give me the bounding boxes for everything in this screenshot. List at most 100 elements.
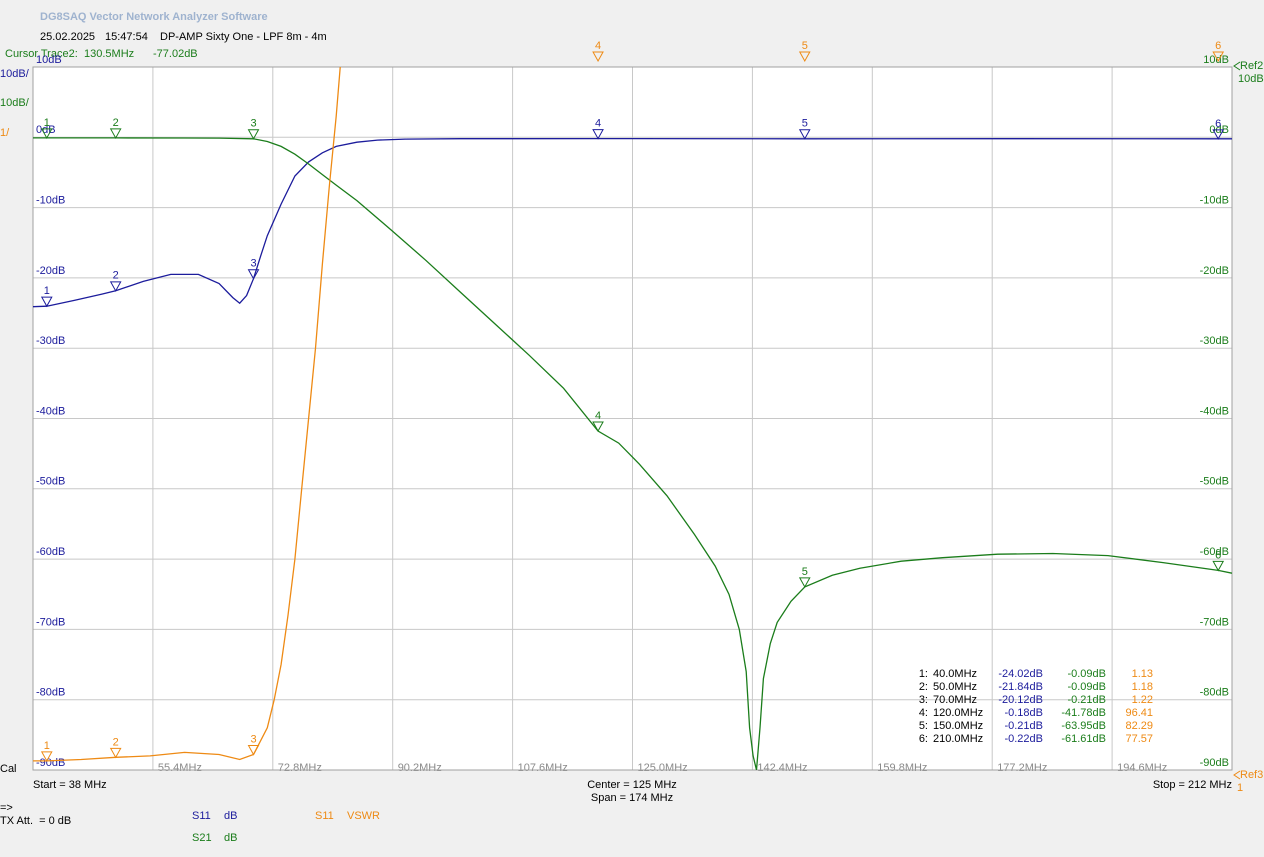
y-tick-label: -90dB: [36, 757, 65, 769]
y-tick-label: -70dB: [36, 616, 65, 628]
marker-vswr: 1.18: [1132, 681, 1153, 693]
marker-triangle: [1212, 129, 1225, 140]
marker-label: 4: [595, 410, 601, 422]
x-tick-label: 194.6MHz: [1117, 762, 1167, 774]
y-tick-label-right: -20dB: [1200, 265, 1229, 277]
marker-s21: -0.09dB: [1067, 668, 1106, 680]
marker-vswr: 96.41: [1125, 707, 1153, 719]
subject: DP-AMP Sixty One - LPF 8m - 4m: [160, 31, 327, 43]
marker-freq: 70.0MHz: [933, 694, 977, 706]
marker-freq: 150.0MHz: [933, 720, 983, 732]
marker-triangle: [1212, 560, 1225, 572]
marker-triangle: [40, 128, 53, 139]
marker-label: 2: [113, 736, 119, 748]
marker-triangle: [247, 129, 260, 140]
marker-label: 6: [1215, 40, 1221, 52]
marker-s11: -24.02dB: [998, 668, 1043, 680]
y-tick-label-right: -60dB: [1200, 546, 1229, 558]
marker-triangle: [247, 269, 260, 280]
legend-unit: VSWR: [347, 810, 380, 822]
y-tick-label-right: -50dB: [1200, 476, 1229, 488]
marker-vswr: 1.22: [1132, 694, 1153, 706]
ref3-value: 1: [1237, 782, 1243, 794]
marker-s11: -21.84dB: [998, 681, 1043, 693]
marker-label: 4: [595, 117, 601, 129]
marker-triangle: [592, 129, 604, 140]
center: Center = 125 MHz: [587, 779, 677, 791]
x-tick-label: 125.0MHz: [638, 762, 688, 774]
marker-triangle: [109, 281, 122, 292]
marker-row-label: 2:: [919, 681, 928, 693]
date: 25.02.2025: [40, 31, 95, 43]
marker-s21: -0.21dB: [1067, 694, 1106, 706]
marker-s21: -63.95dB: [1061, 720, 1106, 732]
x-tick-label: 142.4MHz: [757, 762, 807, 774]
marker-s21: -41.78dB: [1061, 707, 1106, 719]
marker-label: 5: [802, 118, 808, 130]
marker-label: 1: [44, 285, 50, 297]
time: 15:47:54: [105, 31, 148, 43]
marker-freq: 120.0MHz: [933, 707, 983, 719]
arrow: =>: [0, 802, 13, 814]
marker-label: 3: [250, 258, 256, 270]
plot-border: [32, 66, 1233, 771]
marker-freq: 40.0MHz: [933, 668, 977, 680]
x-tick-label: 107.6MHz: [518, 762, 568, 774]
marker-triangle: [1212, 51, 1225, 63]
marker-triangle: [592, 51, 604, 63]
legend-unit: dB: [224, 832, 237, 844]
x-tick-label: 55.4MHz: [158, 762, 202, 774]
ref3: Ref3: [1240, 769, 1263, 781]
marker-row-label: 5:: [919, 720, 928, 732]
cursor-label: Cursor Trace2:: [5, 48, 78, 60]
ref2-scale: 10dB: [1238, 73, 1264, 85]
legend-name: S21: [192, 832, 212, 844]
marker-triangle: [592, 421, 604, 433]
y-tick-label: -80dB: [36, 687, 65, 699]
marker-s11: -0.18dB: [1004, 707, 1043, 719]
x-tick-label: 90.2MHz: [398, 762, 442, 774]
marker-freq: 210.0MHz: [933, 733, 983, 745]
app-title: DG8SAQ Vector Network Analyzer Software: [40, 11, 268, 23]
y-tick-label: -40dB: [36, 405, 65, 417]
s21-scale: 10dB/: [0, 97, 30, 109]
marker-s21: -61.61dB: [1061, 733, 1106, 745]
y-tick-label: -30dB: [36, 335, 65, 347]
span: Span = 174 MHz: [591, 792, 673, 804]
marker-label: 3: [250, 118, 256, 130]
marker-s21: -0.09dB: [1067, 681, 1106, 693]
cal: Cal: [0, 763, 17, 775]
x-tick-label: 177.2MHz: [997, 762, 1047, 774]
marker-vswr: 82.29: [1125, 720, 1153, 732]
s11-scale: 10dB/: [0, 68, 30, 80]
ref2: Ref2: [1240, 60, 1263, 72]
marker-row-label: 1:: [919, 668, 928, 680]
marker-label: 1: [44, 117, 50, 129]
y-tick-label: 0dB: [36, 124, 56, 136]
marker-table: [910, 664, 1202, 748]
y-tick-label-right: 10dB: [1203, 54, 1229, 66]
y-tick-label-right: -40dB: [1200, 405, 1229, 417]
marker-vswr: 1.13: [1132, 668, 1153, 680]
start: Start = 38 MHz: [33, 779, 107, 791]
y-tick-label: -60dB: [36, 546, 65, 558]
y-tick-label-right: -10dB: [1200, 195, 1229, 207]
y-tick-label: -50dB: [36, 476, 65, 488]
tx-att: TX Att. = 0 dB: [0, 815, 71, 827]
marker-triangle: [798, 577, 811, 588]
y-tick-label: -10dB: [36, 195, 65, 207]
marker-s11: -0.22dB: [1004, 733, 1043, 745]
marker-row-label: 4:: [919, 707, 928, 719]
y-tick-label: -20dB: [36, 265, 65, 277]
marker-label: 1: [44, 740, 50, 752]
trace: [33, 137, 1232, 308]
legend-unit: dB: [224, 810, 237, 822]
marker-row-label: 6:: [919, 733, 928, 745]
marker-triangle: [109, 747, 122, 759]
marker-vswr: 77.57: [1125, 733, 1153, 745]
marker-triangle: [109, 128, 122, 139]
cursor-freq: 130.5MHz: [84, 48, 134, 60]
marker-label: 2: [113, 117, 119, 129]
marker-label: 6: [1215, 118, 1221, 130]
